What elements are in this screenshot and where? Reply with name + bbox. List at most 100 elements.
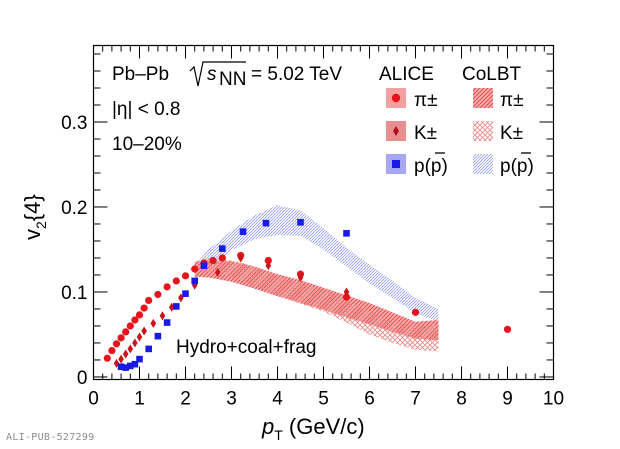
watermark: ALI-PUB-527299 bbox=[6, 432, 95, 443]
energy-label: = 5.02 TeV bbox=[251, 64, 342, 85]
x-tick-label: 0 bbox=[88, 389, 99, 410]
y-tick-label: 0.2 bbox=[61, 198, 87, 219]
pion-data-point bbox=[218, 254, 226, 262]
proton-data-point bbox=[122, 364, 129, 371]
proton-data-point bbox=[145, 345, 152, 353]
svg-text:s: s bbox=[207, 64, 217, 85]
x-axis-title: pT (GeV/c) bbox=[261, 414, 365, 443]
kaon-data-point bbox=[132, 338, 138, 348]
pion-data-point bbox=[191, 265, 199, 273]
proton-data-point bbox=[163, 319, 171, 326]
pion-data-point bbox=[163, 283, 171, 291]
x-axis-unit: (GeV/c) bbox=[283, 414, 365, 439]
model-bands bbox=[194, 205, 439, 352]
legend-kaon-data-marker bbox=[393, 126, 399, 136]
x-tick-label: 5 bbox=[318, 389, 329, 410]
proton-data-point bbox=[182, 290, 189, 297]
legend-proton-model-swatch bbox=[473, 154, 493, 174]
kaon-data-point bbox=[150, 318, 157, 328]
kaon-data-point bbox=[159, 311, 166, 321]
proton-data-point bbox=[297, 218, 304, 226]
proton-data-point bbox=[219, 245, 226, 252]
legend-proton-data-marker bbox=[392, 160, 400, 168]
kaon-data-point bbox=[214, 267, 221, 277]
proton-data-point bbox=[173, 303, 180, 310]
pion-data-point bbox=[122, 328, 130, 336]
x-tick-label: 2 bbox=[180, 389, 191, 410]
proton-data-point bbox=[343, 230, 350, 237]
kaon-data-point bbox=[168, 302, 175, 312]
proton-data-point bbox=[191, 277, 198, 285]
legend-pion-data-label: π± bbox=[414, 90, 438, 111]
eta-label: |η| < 0.8 bbox=[112, 99, 181, 120]
x-tick-label: 10 bbox=[543, 389, 564, 410]
x-tick-label: 1 bbox=[134, 389, 145, 410]
system-label: Pb–Pb bbox=[112, 64, 169, 85]
kaon-data-point bbox=[265, 261, 272, 271]
model-label: Hydro+coal+frag bbox=[176, 337, 316, 358]
y-tick-label: 0.1 bbox=[61, 283, 87, 304]
legend-pion-model-swatch bbox=[473, 88, 493, 108]
pion-data-point bbox=[112, 340, 121, 348]
legend: ALICE CoLBT π± π± K± K± p(p) p(p) bbox=[379, 64, 534, 177]
svg-text:NN: NN bbox=[219, 69, 246, 90]
pion-data-point bbox=[131, 316, 139, 324]
legend-kaon-model-label: K± bbox=[500, 123, 523, 144]
axis-ticks: 0 1 2 3 4 5 6 7 8 9 10 0 0.1 0.2 0.3 bbox=[61, 45, 564, 410]
pion-data-point bbox=[117, 334, 125, 342]
pion-data-point bbox=[172, 277, 180, 285]
pion-data-point bbox=[503, 325, 512, 333]
proton-model-band bbox=[194, 205, 439, 322]
data-points bbox=[103, 218, 512, 371]
pion-data-point bbox=[209, 256, 217, 265]
sqrt-s-symbol: s NN bbox=[189, 61, 246, 90]
kaon-data-point bbox=[122, 349, 129, 359]
kaon-data-point bbox=[297, 273, 304, 283]
kaon-data-point bbox=[178, 293, 184, 303]
x-tick-label: 9 bbox=[502, 389, 513, 410]
y-axis-title: v2{4} bbox=[20, 194, 49, 240]
pion-data-point bbox=[181, 272, 190, 280]
x-tick-label: 8 bbox=[456, 389, 467, 410]
pion-data-point bbox=[154, 290, 162, 299]
legend-pion-model-label: π± bbox=[500, 90, 524, 111]
pion-data-point bbox=[342, 293, 351, 301]
x-tick-label: 7 bbox=[410, 389, 421, 410]
legend-proton-model-label: p(p) bbox=[500, 156, 534, 177]
legend-header-model: CoLBT bbox=[462, 64, 522, 85]
pion-data-point bbox=[145, 296, 153, 305]
pion-data-point bbox=[135, 311, 144, 319]
legend-pion-data-marker bbox=[391, 93, 401, 103]
kaon-data-point bbox=[141, 326, 147, 336]
proton-data-point bbox=[127, 362, 134, 370]
kaon-data-point bbox=[136, 332, 143, 342]
centrality-label: 10–20% bbox=[112, 134, 182, 155]
kaon-data-point bbox=[118, 354, 124, 364]
pion-data-point bbox=[140, 304, 148, 312]
legend-kaon-data-label: K± bbox=[414, 123, 437, 144]
x-tick-label: 4 bbox=[272, 389, 283, 410]
proton-data-point bbox=[131, 360, 139, 368]
legend-header-data: ALICE bbox=[379, 64, 434, 85]
kaon-data-point bbox=[127, 344, 134, 354]
proton-data-point bbox=[117, 363, 125, 371]
pion-data-point bbox=[103, 354, 111, 362]
kaon-model-band bbox=[203, 258, 439, 352]
pion-data-point bbox=[264, 256, 272, 265]
legend-kaon-model-swatch bbox=[473, 121, 493, 141]
x-tick-label: 3 bbox=[226, 389, 237, 410]
y-tick-label: 0 bbox=[77, 368, 88, 389]
pion-data-point bbox=[126, 322, 134, 330]
proton-data-point bbox=[239, 228, 247, 235]
kaon-data-point bbox=[237, 253, 244, 263]
proton-data-point bbox=[136, 355, 143, 363]
kaon-data-point bbox=[343, 287, 350, 297]
kaon-data-point bbox=[191, 280, 198, 290]
x-tick-label: 6 bbox=[364, 389, 375, 410]
proton-data-point bbox=[200, 262, 208, 269]
legend-proton-data-label: p(p) bbox=[414, 156, 448, 177]
pion-data-point bbox=[411, 308, 420, 316]
proton-data-point bbox=[262, 219, 270, 227]
proton-data-point bbox=[154, 332, 162, 340]
